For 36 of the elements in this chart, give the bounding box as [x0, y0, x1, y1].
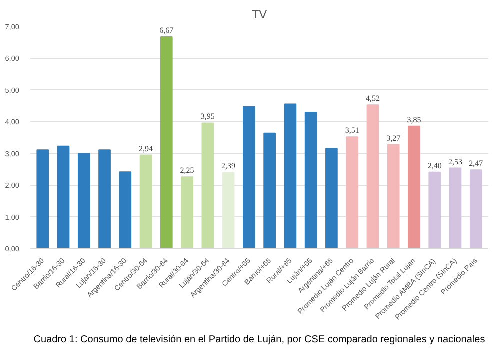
bar: [470, 170, 482, 248]
bar: [222, 172, 235, 248]
bar: [202, 122, 214, 248]
bar: [366, 104, 380, 248]
bar: [119, 172, 132, 248]
bar: [449, 168, 462, 248]
bar: [346, 136, 359, 248]
bar: [284, 104, 297, 248]
data-label: 3,85: [407, 115, 422, 124]
data-label: 2,25: [180, 166, 194, 176]
data-label: 2,94: [139, 144, 154, 154]
bar: [428, 172, 442, 248]
bar: [57, 146, 70, 248]
bar: [264, 132, 276, 248]
text: Cuadro 1: Consumo de televisión en el Partido de Luján, por CSE comparado regionales y nacionales: [34, 334, 486, 346]
data-label: 2,53: [448, 157, 462, 166]
data-label: 6,67: [160, 26, 174, 35]
data-label: 4,52: [366, 94, 380, 104]
bar: [243, 106, 256, 248]
bar: [408, 126, 420, 248]
bar: [387, 144, 400, 248]
data-label: 2,40: [428, 161, 442, 170]
data-label: 3,95: [200, 112, 215, 122]
bar: [160, 36, 173, 248]
data-label: 2,47: [469, 159, 484, 168]
chart-title: TV: [252, 8, 268, 22]
data-label: 3,51: [345, 126, 360, 136]
bar: [140, 154, 152, 248]
data-label: 3,27: [386, 134, 401, 143]
bar: [36, 150, 50, 248]
bar: [326, 148, 338, 248]
bar: [98, 150, 111, 248]
data-label: 2,39: [222, 162, 236, 171]
bar: [304, 112, 318, 248]
bar: [181, 176, 194, 248]
bar: [78, 153, 90, 248]
